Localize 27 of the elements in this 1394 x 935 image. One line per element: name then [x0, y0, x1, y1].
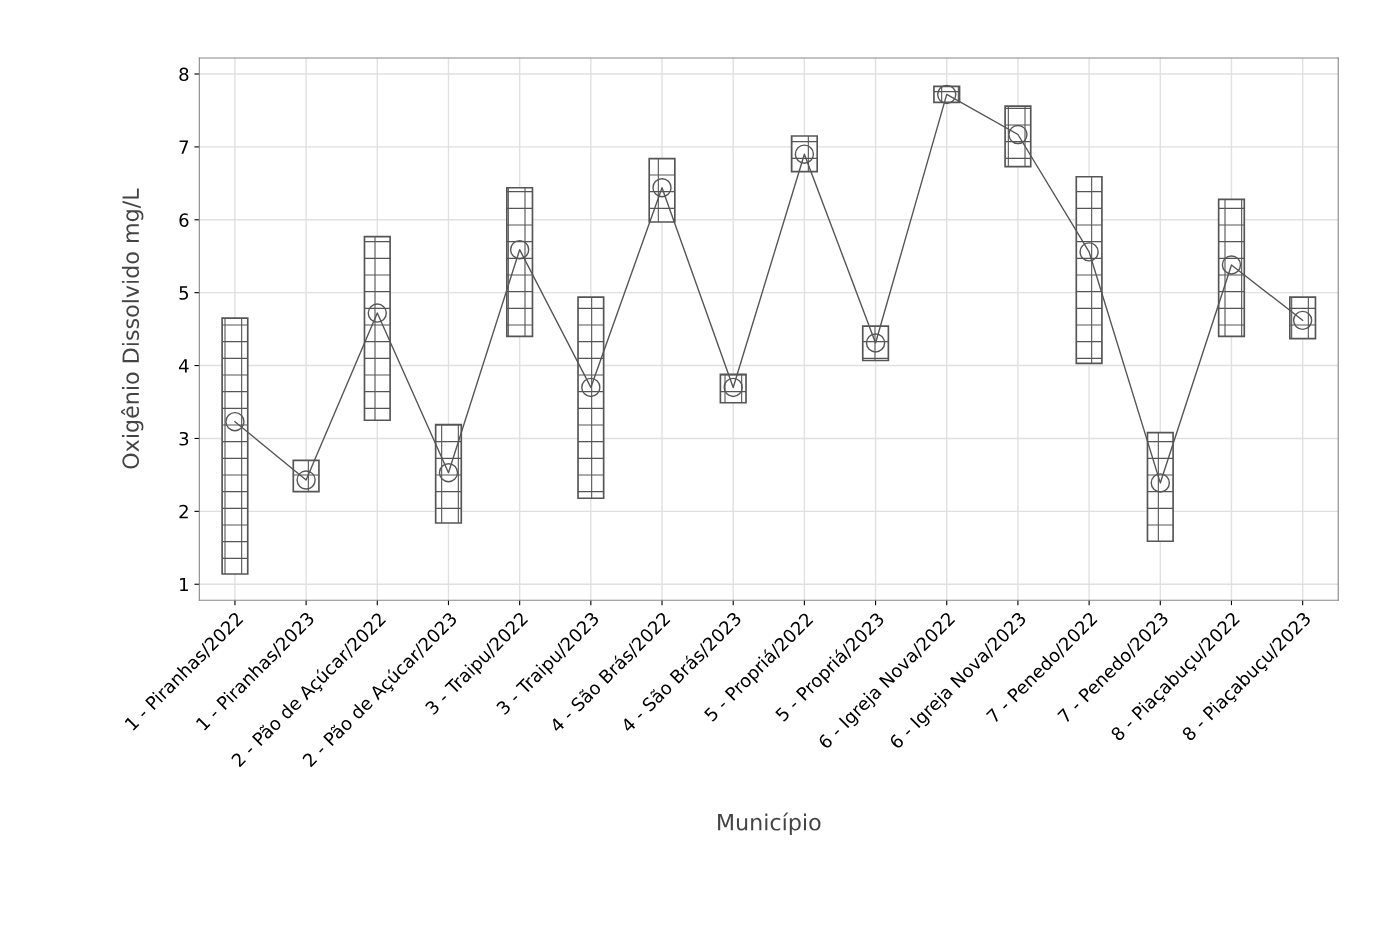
- y-tick-label: 8: [179, 67, 189, 82]
- y-tick-label: 7: [179, 140, 189, 154]
- bar: [861, 325, 890, 362]
- y-axis-title: Oxigênio Dissolvido mg/L: [121, 188, 144, 469]
- bar: [648, 157, 676, 223]
- y-tick-label: 2: [179, 504, 188, 519]
- x-axis-title: Município: [718, 812, 821, 835]
- point: [1221, 255, 1242, 275]
- point: [581, 377, 601, 398]
- bar: [719, 373, 747, 404]
- point: [225, 411, 245, 432]
- bar: [1075, 175, 1103, 365]
- point: [438, 462, 459, 483]
- bar: [790, 135, 819, 173]
- point: [509, 239, 530, 260]
- bar: [1004, 105, 1032, 168]
- y-tick-label: 3: [179, 431, 189, 446]
- bar: [1217, 198, 1246, 338]
- y-tick-label: 6: [179, 213, 189, 227]
- y-tick-label: 5: [179, 286, 189, 300]
- point: [1079, 242, 1099, 262]
- point: [367, 303, 388, 323]
- bar: [506, 186, 534, 338]
- point: [1150, 473, 1171, 493]
- y-tick-label: 4: [179, 359, 189, 373]
- bar: [363, 235, 391, 422]
- y-tick-label: 1: [180, 577, 188, 592]
